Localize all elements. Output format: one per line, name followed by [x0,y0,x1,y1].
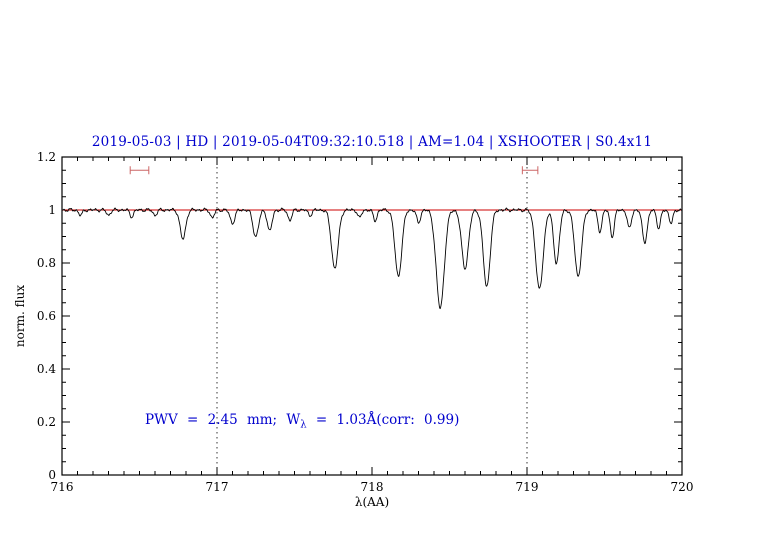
x-tick-label: 717 [206,480,229,494]
x-tick-label: 720 [671,480,694,494]
plot-title: 2019-05-03 | HD | 2019-05-04T09:32:10.51… [91,134,653,150]
pwv-annotation-lambda-subscript: λ [300,419,307,431]
pwv-annotation-part2: = 1.03Å(corr: 0.99) [306,412,460,428]
y-tick-label: 1 [48,203,56,217]
y-tick-label: 0.6 [37,309,56,323]
y-tick-label: 0.4 [37,362,56,376]
y-tick-label: 0.2 [37,415,56,429]
pwv-annotation: PWV = 2.45 mm; Wλ = 1.03Å(corr: 0.99) [145,412,459,431]
x-axis-label: λ(AA) [354,495,390,509]
spectrum-line [61,207,683,310]
y-tick-label: 0 [48,468,56,482]
pwv-annotation-part1: PWV = 2.45 mm; W [145,412,301,428]
y-axis-label: norm. flux [13,284,27,348]
x-tick-label: 719 [516,480,539,494]
x-tick-label: 718 [361,480,384,494]
x-tick-label: 716 [51,480,74,494]
y-tick-label: 1.2 [37,150,56,164]
y-tick-label: 0.8 [37,256,56,270]
